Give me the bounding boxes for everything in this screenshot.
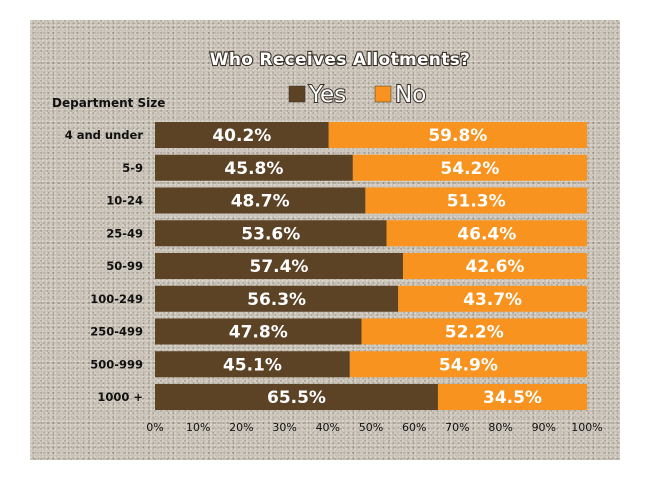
x-tick-label: 70% — [445, 421, 469, 434]
category-label: 5-9 — [122, 161, 143, 175]
bar-no-4 — [386, 220, 587, 247]
y-axis-label: Department Size — [52, 96, 165, 110]
bar-yes-2 — [155, 154, 353, 181]
category-label: 4 and under — [65, 128, 144, 142]
x-tick-label: 100% — [571, 421, 602, 434]
x-tick-label: 50% — [359, 421, 383, 434]
bar-value-yes-7: 47.8% — [229, 323, 288, 343]
bar-yes-8 — [155, 351, 350, 378]
category-label: 250-499 — [90, 325, 143, 339]
bar-value-yes-2: 45.8% — [224, 159, 283, 179]
category-label: 10-24 — [106, 194, 143, 208]
category-label: 500-999 — [90, 357, 143, 371]
bar-yes-3 — [155, 187, 366, 214]
x-tick-label: 90% — [532, 421, 556, 434]
chart-title: Who Receives Allotments? — [210, 50, 470, 70]
bar-value-no-1: 59.8% — [428, 126, 487, 146]
bar-no-1 — [328, 122, 587, 148]
bar-value-no-6: 43.7% — [463, 290, 522, 310]
bar-no-3 — [365, 187, 587, 214]
bar-no-9 — [437, 384, 587, 410]
bar-value-no-5: 42.6% — [465, 257, 524, 277]
legend-swatch-yes — [288, 85, 306, 103]
bar-value-yes-6: 56.3% — [247, 290, 306, 310]
x-tick-label: 60% — [402, 421, 426, 434]
legend-label-yes: Yes — [308, 82, 346, 108]
legend-label-no: No — [395, 82, 426, 108]
bar-value-no-4: 46.4% — [457, 224, 516, 244]
bar-value-yes-1: 40.2% — [212, 126, 271, 146]
bar-value-yes-9: 65.5% — [267, 388, 326, 408]
legend-swatch-no — [374, 85, 392, 103]
bar-value-yes-5: 57.4% — [249, 257, 308, 277]
bar-yes-7 — [155, 318, 362, 345]
bar-value-no-2: 54.2% — [440, 159, 499, 179]
bar-value-yes-3: 48.7% — [231, 192, 290, 212]
bar-no-5 — [402, 253, 587, 279]
bars: 40.2% 59.8% 45.8% 54.2% 48.7% 51.3% 53.6% 46.4%… — [155, 122, 587, 410]
bar-no-7 — [361, 318, 587, 345]
legend: Yes No — [288, 81, 427, 109]
bar-no-2 — [352, 154, 587, 181]
category-label: 100-249 — [90, 292, 143, 306]
x-tick-label: 30% — [272, 421, 296, 434]
category-label: 1000 + — [97, 390, 143, 404]
bar-value-no-7: 52.2% — [445, 323, 504, 343]
bar-yes-9 — [155, 384, 438, 410]
bar-value-yes-8: 45.1% — [223, 355, 282, 375]
category-label: 50-99 — [106, 259, 143, 273]
x-tick-label: 40% — [316, 421, 340, 434]
bar-yes-5 — [155, 253, 403, 279]
bar-value-yes-4: 53.6% — [241, 224, 300, 244]
bar-no-8 — [349, 351, 587, 378]
bar-yes-1 — [155, 122, 329, 148]
bar-no-6 — [398, 285, 587, 312]
bar-value-no-9: 34.5% — [483, 388, 542, 408]
category-label: 25-49 — [106, 226, 143, 240]
x-tick-label: 0% — [146, 421, 163, 434]
bar-yes-6 — [155, 285, 399, 312]
x-axis: 0% 10% 20% 30% 40% 50% 60% 70% 80% 90% 100% — [146, 421, 602, 434]
bar-value-no-8: 54.9% — [439, 355, 498, 375]
bar-value-no-3: 51.3% — [447, 192, 506, 212]
x-tick-label: 80% — [488, 421, 512, 434]
x-tick-label: 20% — [229, 421, 253, 434]
category-labels: 4 and under 5-9 10-24 25-49 50-99 100-249 250-… — [65, 128, 144, 404]
bar-yes-4 — [155, 220, 387, 247]
x-tick-label: 10% — [186, 421, 210, 434]
